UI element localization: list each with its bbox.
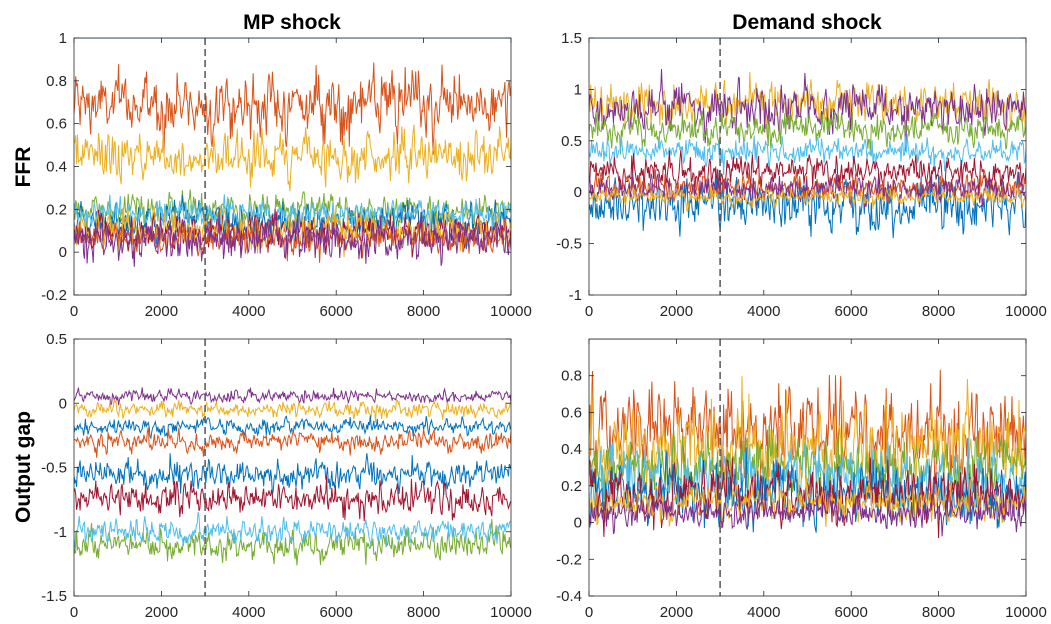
x-tick-label: 10000 — [490, 604, 532, 621]
y-tick-label: -1 — [569, 287, 582, 304]
y-tick-label: 0.5 — [561, 133, 582, 150]
trace-series-2 — [74, 415, 511, 440]
x-tick-label: 0 — [70, 303, 78, 320]
axes-box — [588, 37, 1027, 296]
chart-panel-top-right: 0 2000 4000 6000 8000 10000 -1 -0.5 0 0.5 1 1.5 — [556, 30, 1047, 320]
y-tick-label: 0.8 — [561, 368, 582, 385]
axes-box — [73, 37, 512, 296]
x-tick-label: 6000 — [835, 604, 868, 621]
y-tick-label: -0.5 — [556, 236, 582, 253]
trace-series-4 — [589, 437, 1026, 522]
trace-series-7 — [589, 475, 1026, 528]
y-tick-label: 0.5 — [46, 331, 67, 348]
y-tick-label: -0.2 — [41, 287, 67, 304]
trace-series-0 — [74, 387, 511, 406]
x-tick-label: 2000 — [660, 303, 693, 320]
x-tick-label: 8000 — [407, 303, 440, 320]
y-tick-label: 0.2 — [46, 201, 67, 218]
trace-series-7 — [74, 511, 511, 549]
y-tick-label: 1.5 — [561, 30, 582, 47]
x-tick-label: 6000 — [320, 604, 353, 621]
trace-series-5 — [74, 194, 511, 235]
trace-series-6 — [589, 149, 1026, 197]
x-tick-label: 10000 — [1005, 604, 1047, 621]
trace-series-8 — [589, 490, 1026, 537]
chart-panels: 0 2000 4000 6000 8000 10000-0.200.20.40.60.81… — [41, 30, 1047, 621]
trace-group — [74, 387, 511, 566]
x-tick-label: 4000 — [232, 604, 265, 621]
trace-series-7 — [74, 204, 511, 258]
y-tick-label: -1 — [54, 524, 67, 541]
x-tick-label: 4000 — [747, 303, 780, 320]
x-tick-label: 8000 — [922, 303, 955, 320]
y-tick-label: -0.5 — [41, 460, 67, 477]
trace-series-1 — [74, 398, 511, 423]
y-tick-label: 0 — [59, 244, 67, 261]
trace-series-2 — [589, 375, 1026, 504]
y-tick-label: 0.4 — [561, 441, 582, 458]
trace-series-4 — [74, 453, 511, 496]
chart-panel-bottom-left: 0 2000 4000 6000 8000 10000 -1.5 -1 -0.5 0 0.5 — [41, 331, 532, 621]
y-tick-label: 0.4 — [46, 159, 67, 176]
chart-panel-top-left: 0 2000 4000 6000 8000 10000-0.200.20.40.60.81 — [41, 30, 532, 320]
y-tick-label: 0 — [574, 184, 582, 201]
x-tick-label: 0 — [585, 303, 593, 320]
y-tick-label: 1 — [59, 30, 67, 47]
x-tick-label: 8000 — [922, 604, 955, 621]
y-tick-label: 0.8 — [46, 73, 67, 90]
y-tick-label: 0 — [574, 515, 582, 532]
row-label-ffr: FFR — [12, 147, 35, 188]
x-tick-label: 10000 — [490, 303, 532, 320]
x-tick-label: 2000 — [145, 604, 178, 621]
trace-series-5 — [74, 476, 511, 522]
trace-series-5 — [589, 133, 1026, 175]
trace-series-6 — [74, 519, 511, 566]
y-tick-label: 0.2 — [561, 478, 582, 495]
x-tick-label: 0 — [70, 604, 78, 621]
x-tick-label: 4000 — [232, 303, 265, 320]
row-label-output-gap: Output gap — [12, 411, 35, 523]
trace-group — [589, 339, 1026, 539]
y-tick-label: -0.4 — [556, 588, 582, 605]
y-tick-label: 0 — [59, 395, 67, 412]
x-tick-label: 2000 — [145, 303, 178, 320]
trace-series-1 — [74, 62, 511, 155]
trace-series-3 — [74, 427, 511, 458]
y-tick-label: -1.5 — [41, 588, 67, 605]
x-tick-label: 2000 — [660, 604, 693, 621]
trace-series-9 — [589, 186, 1026, 212]
x-tick-label: 0 — [585, 604, 593, 621]
x-tick-label: 8000 — [407, 604, 440, 621]
axes-box — [588, 338, 1027, 597]
y-tick-label: -0.2 — [556, 551, 582, 568]
column-title-mp-shock: MP shock — [243, 11, 341, 34]
y-tick-label: 1 — [574, 81, 582, 98]
column-title-demand-shock: Demand shock — [732, 11, 882, 34]
trace-series-3 — [589, 68, 1026, 152]
trace-series-9 — [74, 207, 511, 267]
trace-series-8 — [74, 216, 511, 263]
y-tick-label: 0.6 — [561, 404, 582, 421]
trace-series-4 — [74, 195, 511, 250]
trace-series-2 — [589, 72, 1026, 138]
trace-series-4 — [589, 107, 1026, 156]
y-tick-label: 0.6 — [46, 116, 67, 133]
x-tick-label: 4000 — [747, 604, 780, 621]
chart-panel-bottom-right: 0 2000 4000 6000 8000 10000 -0.4 -0.2 0 0.2 0.4 0.6… — [556, 338, 1047, 621]
x-tick-label: 10000 — [1005, 303, 1047, 320]
trace-series-2 — [74, 124, 511, 192]
x-tick-label: 6000 — [320, 303, 353, 320]
x-tick-label: 6000 — [835, 303, 868, 320]
trace-group — [74, 38, 511, 267]
axes-box — [73, 338, 512, 597]
trace-group — [589, 38, 1026, 239]
